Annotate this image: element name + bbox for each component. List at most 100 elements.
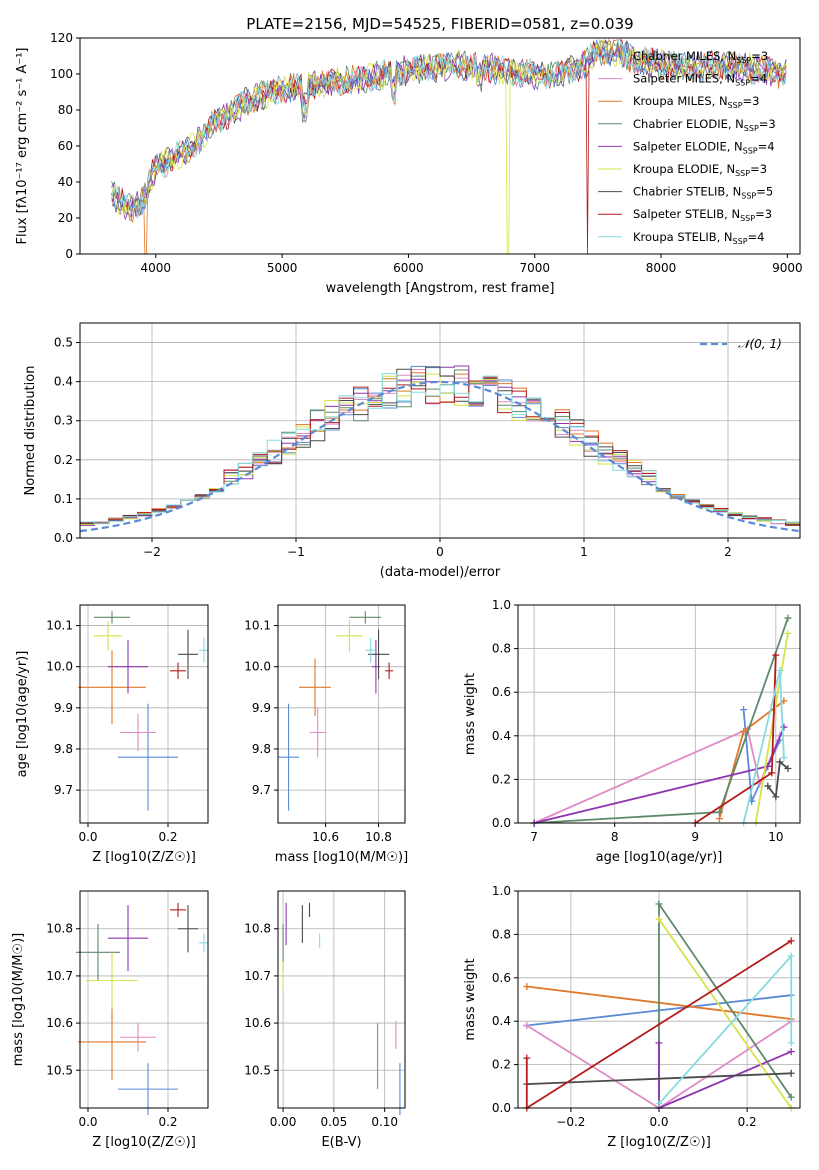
spectrum-line-0	[111, 39, 787, 215]
y-tick-label: 10.0	[244, 660, 271, 674]
weight-marker-7	[772, 651, 780, 659]
x-tick-label: 0.0	[649, 1115, 668, 1129]
x-tick-label: 0.2	[738, 1115, 757, 1129]
chart-age_vs_Z: 0.0 0.2 9.7 9.8 9.9 10.0 10.1 Z [log10(Z/Z☉)] ag…	[15, 604, 209, 865]
weight-marker-3	[715, 808, 723, 816]
x-tick-label: 4000	[141, 261, 172, 275]
x-tick-label: −2	[143, 545, 161, 559]
weight-marker-1	[523, 1022, 531, 1030]
chart-spectrum: 4000 5000 6000 7000 8000 9000 0 20 40 60 80 100 120 w…	[15, 31, 803, 296]
y-tick-label: 9.8	[252, 742, 271, 756]
weight-marker-4	[780, 723, 788, 731]
x-tick-label: 0.10	[371, 1115, 398, 1129]
x-axis-label: wavelength [Angstrom, rest frame]	[326, 281, 555, 296]
x-tick-label: 0.2	[158, 1115, 177, 1129]
weight-marker-8	[787, 952, 795, 960]
x-tick-label: 9000	[772, 261, 803, 275]
x-axis-label: E(B-V)	[321, 1135, 361, 1150]
spectrum-line-4	[111, 39, 787, 221]
y-tick-label: 10.5	[244, 1063, 271, 1077]
x-tick-label: −0.2	[556, 1115, 585, 1129]
x-tick-label: 8	[611, 830, 619, 844]
axes-frame	[517, 604, 801, 824]
weight-marker-4	[787, 1048, 795, 1056]
y-tick-label: 10.7	[244, 969, 271, 983]
y-tick-label: 9.7	[252, 783, 271, 797]
y-tick-label: 9.9	[54, 701, 73, 715]
chart-mass_vs_EBV: 0.00 0.05 0.10 10.5 10.6 10.7 10.8 E(B-V)	[244, 890, 406, 1150]
y-tick-label: 0.2	[54, 453, 73, 467]
y-tick-label: 0.8	[492, 642, 511, 656]
y-tick-label: 0.8	[492, 927, 511, 941]
y-tick-label: 0	[65, 247, 73, 261]
x-tick-label: 1	[580, 545, 588, 559]
weight-marker-3	[784, 614, 792, 622]
y-tick-label: 10.7	[46, 969, 73, 983]
weight-marker-3	[655, 900, 663, 908]
weight-line-5	[658, 918, 792, 1109]
weight-marker-3	[787, 1093, 795, 1101]
y-tick-label: 0.2	[492, 1058, 511, 1072]
weight-marker-2	[523, 982, 531, 990]
x-axis-label: mass [log10(M/M☉)]	[275, 850, 408, 865]
x-tick-label: 0.2	[158, 830, 177, 844]
y-axis-label: Flux [fλ10⁻¹⁷ erg cm⁻² s⁻¹ A⁻¹]	[15, 48, 30, 245]
weight-marker-8	[655, 1100, 663, 1108]
y-tick-label: 10.0	[46, 660, 73, 674]
y-tick-label: 10.5	[46, 1063, 73, 1077]
x-axis-label: (data-model)/error	[380, 565, 501, 580]
weight-marker-5	[784, 629, 792, 637]
x-tick-label: 0.05	[321, 1115, 348, 1129]
axes-frame	[79, 604, 209, 824]
spectrum-line-8	[111, 39, 787, 218]
y-tick-label: 10.6	[244, 1016, 271, 1030]
axes-frame	[517, 890, 801, 1109]
weight-marker-2	[740, 727, 748, 735]
y-axis-label: age [log10(age/yr)]	[15, 651, 30, 778]
y-axis-label: mass weight	[463, 958, 478, 1040]
y-tick-label: 20	[58, 211, 73, 225]
y-tick-label: 9.9	[252, 701, 271, 715]
chart-massweight_vs_Z: −0.2 0.0 0.2 0.0 0.2 0.4 0.6 0.8 1.0 Z [log10(Z/Z…	[463, 884, 801, 1150]
y-axis-label: mass [log10(M/M☉)]	[11, 933, 26, 1066]
x-tick-label: 9	[691, 830, 699, 844]
x-tick-label: −1	[287, 545, 305, 559]
y-tick-label: 0.5	[54, 336, 73, 350]
y-tick-label: 0.4	[54, 375, 73, 389]
legend-label-7: Salpeter STELIB, NSSP=3	[633, 207, 772, 223]
axes-frame	[277, 890, 406, 1109]
y-tick-label: 60	[58, 139, 73, 153]
x-tick-label: 7	[530, 830, 538, 844]
legend-label-4: Salpeter ELODIE, NSSP=4	[633, 139, 775, 155]
axes-frame	[79, 37, 801, 255]
y-tick-label: 9.7	[54, 783, 73, 797]
x-axis-label: Z [log10(Z/Z☉)]	[607, 1135, 711, 1150]
chart-age_vs_mass: 10.6 10.8 9.7 9.8 9.9 10.0 10.1 mass [log10(M/M…	[244, 604, 408, 865]
weight-marker-6	[776, 758, 784, 766]
x-axis-label: Z [log10(Z/Z☉)]	[92, 1135, 196, 1150]
normal-reference-curve	[79, 380, 801, 533]
chart-massweight_vs_age: 7 8 9 10 0.0 0.2 0.4 0.6 0.8 1.0 age [log10(age/yr…	[463, 598, 801, 865]
weight-marker-8	[787, 1039, 795, 1047]
y-tick-label: 0.4	[492, 1014, 511, 1028]
y-tick-label: 0.0	[54, 531, 73, 545]
weight-marker-2	[715, 815, 723, 823]
x-tick-label: 10.6	[312, 830, 339, 844]
y-tick-label: 1.0	[492, 884, 511, 898]
x-tick-label: 0.0	[78, 830, 97, 844]
legend-label-normal: 𝒩(0, 1)	[738, 337, 782, 351]
weight-marker-6	[764, 782, 772, 790]
weight-marker-8	[776, 666, 784, 674]
x-tick-label: 7000	[519, 261, 550, 275]
axes-frame	[79, 322, 801, 539]
y-tick-label: 0.2	[492, 772, 511, 786]
charts-layer: 4000 5000 6000 7000 8000 9000020406080100120w…	[11, 31, 803, 1150]
x-tick-label: 10	[768, 830, 783, 844]
legend-label-2: Kroupa MILES, NSSP=3	[633, 94, 759, 110]
y-tick-label: 10.8	[46, 922, 73, 936]
spectrum-line-5	[111, 39, 787, 255]
weight-marker-6	[772, 793, 780, 801]
y-tick-label: 0.4	[492, 729, 511, 743]
weight-marker-7	[523, 1054, 531, 1062]
